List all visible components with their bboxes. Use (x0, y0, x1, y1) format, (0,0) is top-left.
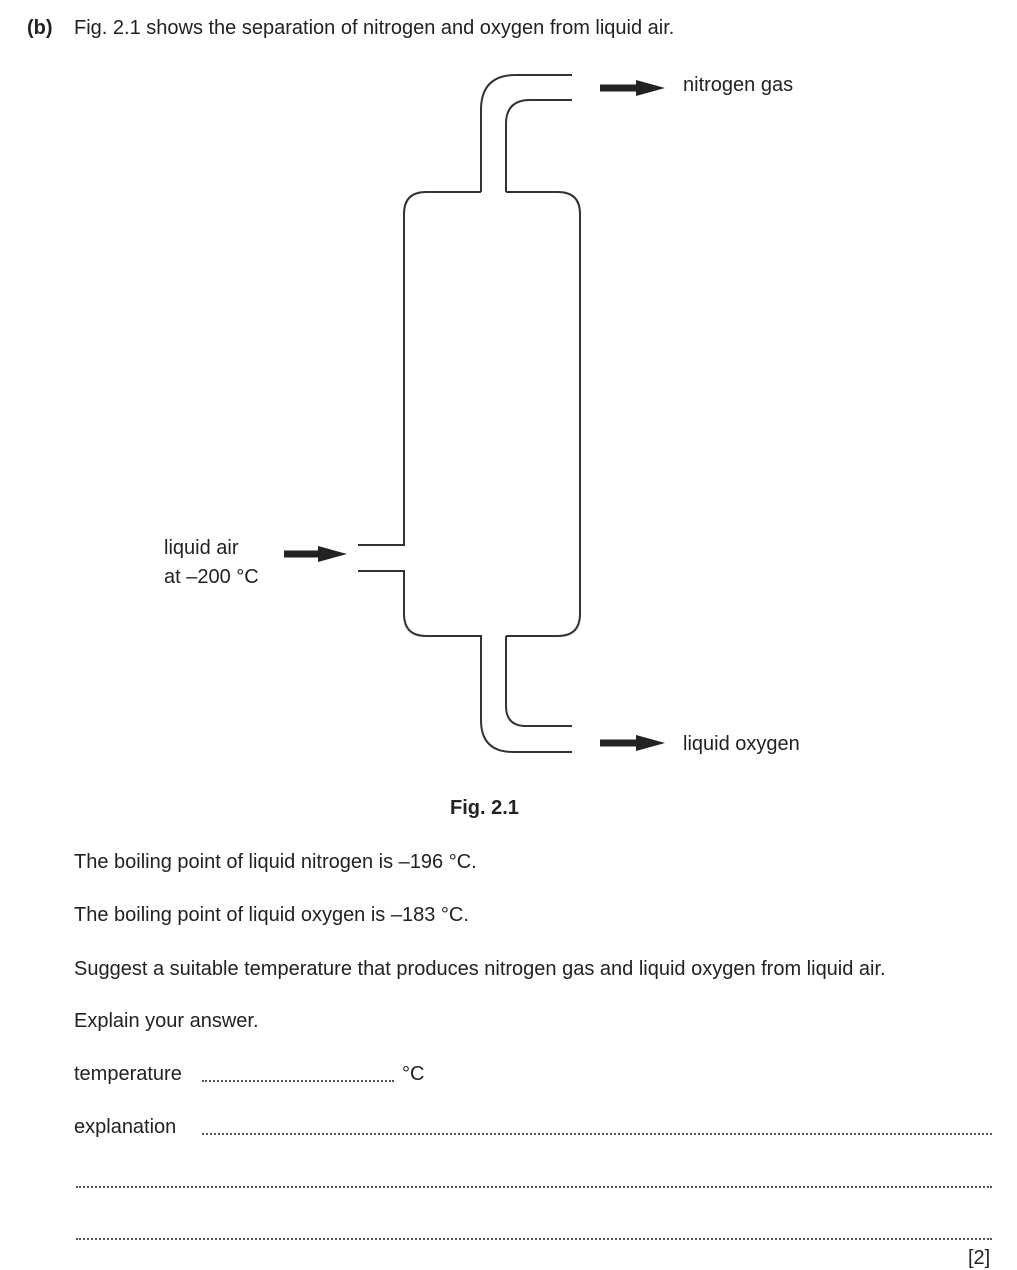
answer-line (76, 1186, 992, 1188)
paragraph: Explain your answer. (74, 1010, 259, 1032)
intro: Fig. 2.1 shows the separation of nitroge… (74, 17, 675, 39)
label: liquid oxygen (683, 733, 800, 755)
caption: Fig. 2.1 (450, 797, 519, 819)
answer-label: explanation (74, 1116, 177, 1138)
label: nitrogen gas (683, 74, 794, 96)
paragraph: The boiling point of liquid nitrogen is … (74, 851, 477, 873)
unit: °C (402, 1063, 425, 1085)
bottom-outlet (505, 636, 572, 727)
marks: [2] (968, 1247, 991, 1269)
answer-label: temperature (74, 1063, 182, 1085)
label: at –200 °C (164, 566, 259, 588)
answer-line (202, 1080, 394, 1082)
paragraph: The boiling point of liquid oxygen is –1… (74, 904, 469, 926)
arrow-head (636, 80, 665, 96)
top-outlet (480, 74, 572, 192)
column-right (506, 191, 581, 637)
answer-line (202, 1133, 992, 1135)
label: liquid air (164, 537, 239, 559)
paragraph: Suggest a suitable temperature that prod… (74, 958, 886, 980)
arrow-head (636, 735, 665, 751)
question-label: (b) (27, 17, 53, 39)
answer-line (76, 1238, 992, 1240)
arrow-head (318, 546, 347, 562)
column-left (358, 191, 572, 753)
